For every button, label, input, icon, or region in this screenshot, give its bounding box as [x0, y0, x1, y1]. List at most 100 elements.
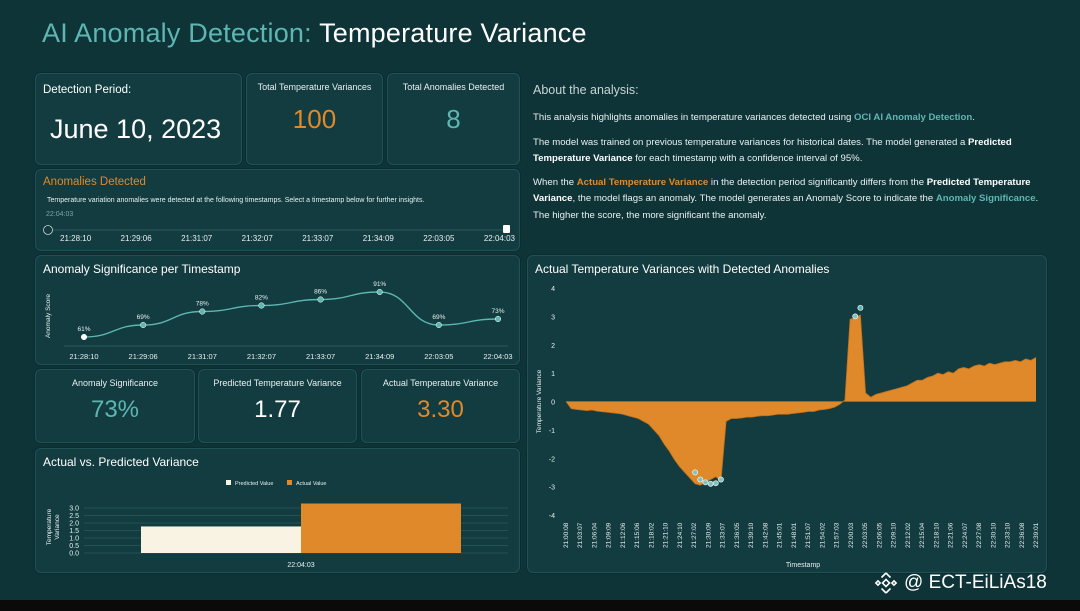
area-chart-x-tick: 21:06:04	[591, 522, 598, 548]
anomaly-marker[interactable]	[857, 304, 864, 311]
about-paragraph-2: The model was trained on previous temper…	[533, 135, 1048, 168]
about-heading: About the analysis:	[533, 83, 639, 97]
bar-chart-y-tick: 1.5	[69, 528, 79, 535]
anomaly-marker[interactable]	[692, 469, 699, 476]
area-chart-x-tick: 22:39:01	[1033, 522, 1040, 548]
predicted-value-bar[interactable]	[141, 526, 301, 553]
area-chart-x-tick: 21:30:09	[705, 522, 712, 548]
bar-chart-y-tick: 0.0	[69, 551, 79, 558]
total-anomalies-card: Total Anomalies Detected 8	[387, 73, 520, 165]
area-chart-x-tick: 21:36:05	[734, 522, 741, 548]
actual-variances-chart-title: Actual Temperature Variances with Detect…	[535, 262, 830, 276]
bottom-bar	[0, 600, 1080, 611]
timestamp-option[interactable]: 21:33:07	[302, 234, 334, 243]
area-chart-y-tick: 2	[551, 343, 555, 350]
about-p1-end: .	[972, 112, 975, 124]
anomalies-detected-panel: Anomalies Detected Temperature variation…	[35, 169, 520, 251]
anomaly-marker[interactable]	[712, 480, 719, 487]
anomaly-score-point[interactable]	[140, 321, 147, 329]
anomaly-score-point[interactable]	[494, 315, 502, 323]
detection-period-card: Detection Period: June 10, 2023	[35, 73, 242, 165]
detection-period-label: Detection Period:	[43, 84, 132, 96]
timestamp-option[interactable]: 22:03:05	[423, 234, 455, 243]
bar-chart-y-tick: 2.0	[69, 521, 79, 528]
actual-variance-label: Actual Temperature Variance	[382, 378, 499, 388]
about-p3-text-e: , the model flags an anomaly. The model …	[572, 193, 936, 205]
area-chart-x-tick: 21:12:06	[620, 522, 627, 548]
about-section: About the analysis: This analysis highli…	[533, 80, 1048, 232]
anomaly-marker[interactable]	[852, 313, 859, 320]
anomaly-score-point[interactable]	[80, 333, 88, 341]
timestamp-slider-track[interactable]	[36, 220, 521, 240]
area-chart-y-tick: -4	[549, 513, 555, 520]
timestamp-option[interactable]: 21:32:07	[241, 234, 273, 243]
area-chart-x-tick: 22:18:10	[933, 522, 940, 548]
area-chart-x-tick: 22:00:03	[848, 522, 855, 548]
predicted-variance-label: Predicted Temperature Variance	[213, 378, 342, 388]
anomaly-score-point[interactable]	[199, 308, 206, 315]
actual-value-bar[interactable]	[301, 503, 461, 554]
area-chart-y-tick: 1	[551, 371, 555, 378]
anomaly-score-data-label: 73%	[491, 308, 504, 315]
timestamp-list: 21:28:10 21:29:06 21:31:07 21:32:07 21:33:07…	[60, 234, 515, 243]
anomaly-score-data-label: 69%	[137, 314, 150, 321]
predicted-variance-card: Predicted Temperature Variance 1.77	[198, 369, 357, 443]
actual-variances-chart: 4 3 2 1 0 -1 -2 -3 -4 Temperature Variance 21:00:0…	[536, 286, 1040, 569]
area-chart-y-tick: 0	[551, 400, 555, 407]
bar-chart-y-tick: 0.5	[69, 543, 79, 550]
anomaly-marker[interactable]	[702, 479, 709, 486]
actual-vs-predicted-chart: 3.02.52.01.51.00.50.0 Temperature Variance…	[46, 480, 508, 569]
area-chart-x-tick: 22:30:10	[990, 522, 997, 548]
anomaly-significance-card: Anomaly Significance 73%	[35, 369, 195, 443]
bar-legend-swatch	[287, 480, 292, 485]
anomaly-score-point[interactable]	[435, 321, 442, 329]
anomaly-marker[interactable]	[707, 480, 714, 487]
anomaly-score-data-label: 86%	[314, 289, 327, 296]
area-chart-x-tick: 22:15:04	[919, 522, 926, 548]
area-chart-y-tick: -3	[549, 485, 555, 492]
area-chart-x-tick: 21:33:07	[720, 522, 727, 548]
actual-variance-card: Actual Temperature Variance 3.30	[361, 369, 520, 443]
bar-chart-ylabel: Temperature	[46, 508, 53, 545]
area-chart-x-tick: 22:27:08	[976, 522, 983, 548]
line-chart-x-tick: 21:33:07	[306, 352, 335, 361]
about-p2-text: The model was trained on previous temper…	[533, 136, 968, 148]
area-chart-x-tick: 21:27:02	[691, 522, 698, 548]
bar-chart-y-tick: 1.0	[69, 536, 79, 543]
total-variances-value: 100	[292, 104, 337, 134]
timestamp-option[interactable]: 22:04:03	[483, 234, 515, 243]
bar-chart-x-tick: 22:04:03	[287, 562, 314, 569]
actual-vs-predicted-chart-panel: Actual vs. Predicted Variance 3.0 2.5 2.0 1…	[35, 448, 520, 573]
anomaly-marker[interactable]	[697, 476, 704, 483]
timestamp-option[interactable]: 21:31:07	[181, 234, 213, 243]
slider-play-icon[interactable]	[43, 225, 53, 235]
slider-handle[interactable]	[503, 225, 510, 233]
area-chart-x-tick: 21:09:09	[606, 522, 613, 548]
anomaly-score-point[interactable]	[317, 296, 324, 303]
detection-period-value: June 10, 2023	[50, 114, 222, 144]
anomaly-score-line	[83, 291, 499, 338]
bar-chart-y-tick: 2.5	[69, 513, 79, 520]
anomaly-marker[interactable]	[718, 476, 724, 483]
timestamp-option[interactable]: 21:29:06	[120, 234, 152, 243]
anomaly-score-point[interactable]	[258, 302, 265, 309]
area-chart-x-tick: 21:42:08	[762, 522, 769, 548]
line-chart-x-tick: 21:32:07	[247, 352, 276, 361]
area-chart-y-tick: -1	[549, 428, 555, 435]
line-chart-x-tick: 22:04:03	[483, 352, 512, 361]
line-chart-x-tick: 22:03:05	[424, 352, 453, 361]
about-p1-text: This analysis highlights anomalies in te…	[533, 112, 855, 124]
line-chart-x-tick: 21:29:06	[129, 352, 158, 361]
timestamp-option[interactable]: 21:34:09	[362, 234, 394, 243]
area-chart-x-tick: 22:21:06	[948, 522, 955, 548]
timestamp-option[interactable]: 21:28:10	[60, 234, 92, 243]
area-chart-x-tick: 21:39:10	[748, 522, 755, 548]
anomaly-score-point[interactable]	[376, 288, 383, 296]
actual-variance-line	[565, 314, 1037, 486]
area-chart-x-tick: 21:18:02	[648, 522, 655, 548]
area-chart-x-tick: 22:36:08	[1019, 522, 1026, 548]
anomaly-score-data-label: 78%	[196, 301, 209, 308]
area-chart-x-tick: 22:33:10	[1005, 522, 1012, 548]
area-chart-x-tick: 22:12:02	[905, 522, 912, 548]
area-chart-x-tick: 21:03:07	[577, 522, 584, 548]
